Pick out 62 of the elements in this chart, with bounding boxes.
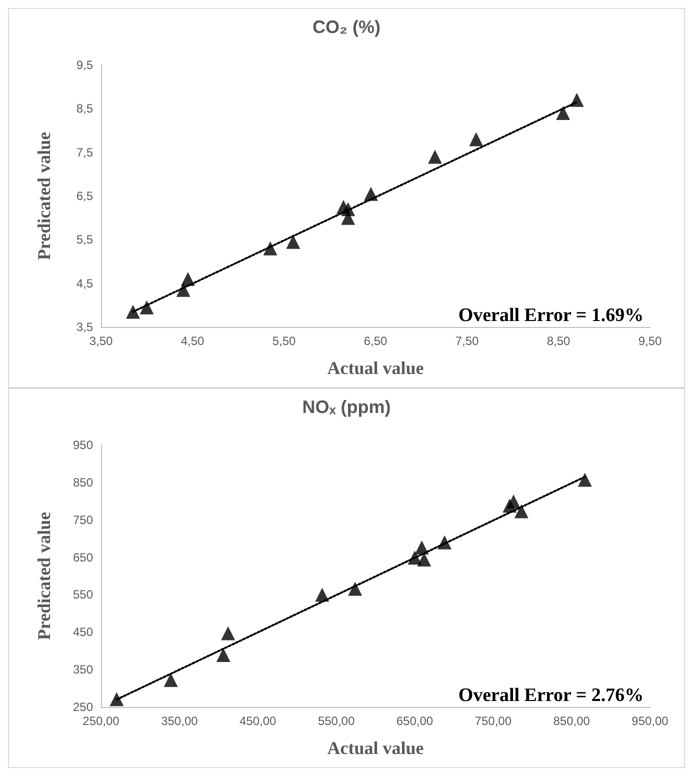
point (438, 535, 452, 550)
point (570, 92, 584, 107)
x-tick-label: 350,00 (161, 714, 198, 728)
point (341, 210, 356, 225)
y-tick-label: 9,5 (76, 58, 94, 72)
point (469, 132, 484, 146)
x-tick-label: 650,00 (396, 714, 434, 728)
point (428, 150, 442, 164)
annotation: Overall Error = 2.76% (458, 685, 644, 706)
point (556, 106, 570, 120)
y-tick-label: 3,5 (76, 320, 94, 334)
x-tick-label: 5,50 (272, 334, 296, 348)
x-axis-title: Actual value (327, 738, 424, 758)
y-tick-label: 7,5 (76, 145, 94, 160)
point (140, 300, 154, 314)
point (578, 472, 592, 487)
x-tick-label: 950,00 (632, 714, 669, 728)
x-tick-label: 250,00 (82, 714, 120, 728)
point (364, 186, 378, 201)
y-tick-label: 550 (72, 588, 94, 602)
x-tick-label: 550,00 (318, 714, 355, 728)
x-tick-label: 750,00 (474, 714, 512, 728)
x-tick-label: 4,50 (180, 334, 204, 348)
x-tick-label: 8,50 (546, 334, 570, 348)
point (414, 540, 429, 555)
point (110, 692, 124, 706)
point (408, 550, 422, 565)
y-tick-label: 850 (72, 475, 94, 490)
chart-title: NOₓ (ppm) (302, 397, 391, 417)
y-tick-label: 6,5 (76, 189, 94, 203)
x-tick-label: 3,50 (89, 334, 113, 348)
y-tick-label: 450 (72, 625, 94, 640)
point (348, 582, 362, 596)
y-tick-label: 350 (72, 662, 94, 677)
point (286, 234, 300, 249)
y-tick-label: 5,5 (76, 232, 94, 247)
y-axis-title: Predicated value (34, 512, 54, 640)
x-tick-label: 450,00 (240, 714, 277, 728)
point (126, 304, 140, 319)
y-tick-label: 950 (72, 438, 94, 452)
point (164, 673, 178, 688)
chart-title: CO₂ (%) (312, 17, 380, 37)
y-tick-label: 8,5 (76, 102, 94, 116)
point (221, 626, 236, 640)
x-axis-title: Actual value (327, 358, 424, 378)
y-axis-title: Predicated value (34, 132, 54, 260)
x-tick-label: 6,50 (364, 334, 388, 348)
point (180, 272, 195, 286)
y-tick-label: 750 (72, 512, 94, 527)
y-tick-label: 650 (72, 550, 94, 564)
x-tick-label: 9,50 (638, 334, 662, 348)
point (506, 494, 521, 509)
point (315, 588, 330, 602)
point (263, 241, 278, 256)
y-tick-label: 4,5 (76, 276, 94, 290)
point (417, 552, 432, 567)
point (216, 648, 230, 662)
point (514, 504, 528, 518)
y-tick-label: 250 (72, 700, 94, 714)
x-tick-label: 7,50 (455, 334, 479, 348)
annotation: Overall Error = 1.69% (458, 305, 644, 326)
x-tick-label: 850,00 (553, 714, 590, 728)
